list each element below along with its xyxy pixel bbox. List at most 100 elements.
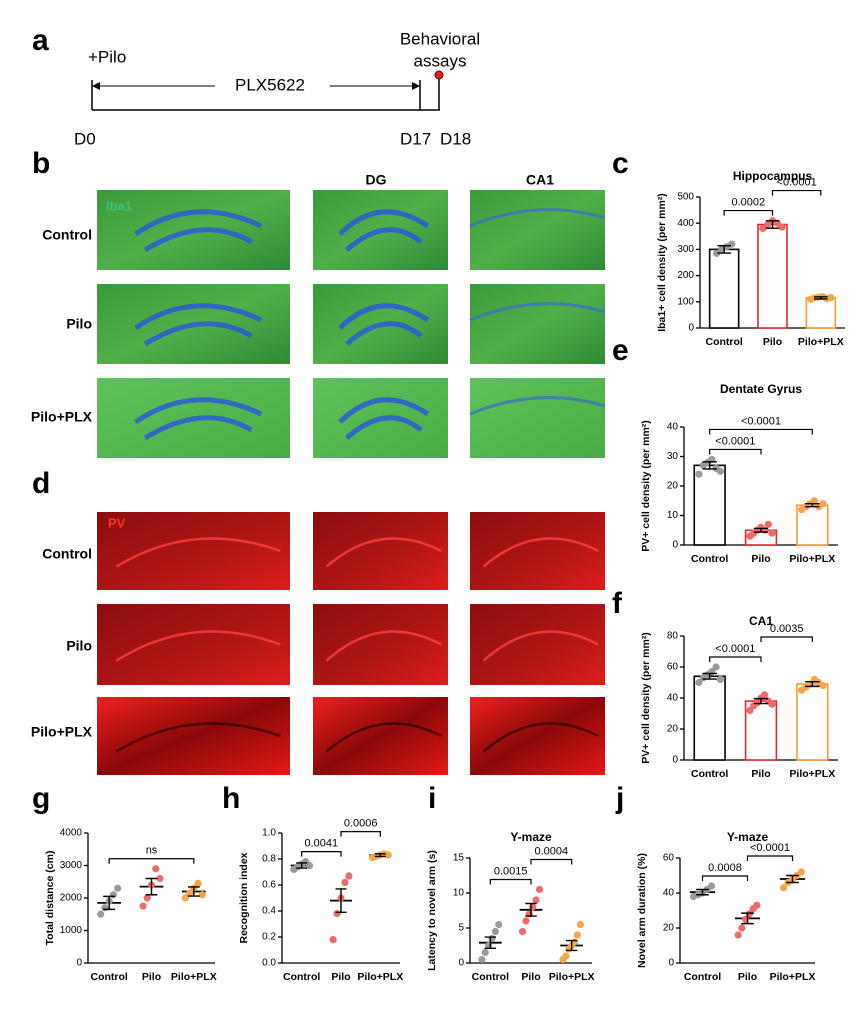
error-bar	[753, 697, 769, 705]
drug-label: PLX5622	[235, 75, 305, 94]
panel-label: c	[612, 147, 629, 180]
row-label: Control	[42, 546, 92, 562]
y-tick-label: 300	[677, 244, 694, 255]
panel-label: h	[222, 782, 240, 815]
micrograph	[470, 604, 605, 685]
assay-label: Behavioral	[400, 29, 480, 48]
data-point	[827, 294, 835, 302]
significance-bracket	[771, 189, 822, 196]
x-tick-label: Control	[91, 971, 128, 983]
data-point	[716, 467, 724, 475]
error-bar	[565, 939, 578, 952]
y-tick-label: 1.0	[262, 828, 276, 839]
error-bar	[814, 296, 828, 300]
error-bar	[765, 220, 780, 229]
panel-label: e	[612, 334, 629, 367]
arrow-head	[412, 82, 420, 90]
dentate-gyrus	[338, 397, 430, 424]
data-point	[535, 885, 544, 894]
y-tick-label: 40	[667, 422, 679, 433]
y-tick-label: 0.8	[262, 854, 276, 865]
x-tick-label: Pilo	[751, 553, 770, 565]
y-tick-label: 10	[453, 888, 465, 899]
x-tick-label: Pilo	[763, 336, 782, 348]
y-axis-label: PV+ cell density (per mm²)	[640, 420, 652, 552]
panel-label: d	[32, 467, 50, 500]
y-tick-label: 4000	[60, 828, 83, 839]
panel-label: a	[32, 24, 49, 57]
cell-layer	[115, 630, 281, 662]
data-point	[143, 894, 151, 902]
panel-label: i	[428, 782, 436, 815]
significance-label: <0.0001	[777, 176, 817, 188]
row-label: Pilo+PLX	[31, 409, 93, 425]
significance-label: 0.0008	[708, 862, 742, 874]
data-point	[712, 663, 720, 671]
data-point	[114, 884, 122, 892]
error-bar	[702, 672, 717, 680]
cell-layer	[325, 722, 442, 753]
x-tick-label: Control	[691, 553, 728, 565]
data-point	[573, 931, 582, 939]
assay-label: assays	[414, 51, 467, 70]
data-point	[198, 891, 206, 899]
error-bar	[805, 681, 820, 688]
error-bar	[103, 895, 116, 911]
significance-bracket	[301, 851, 342, 857]
micrographs	[97, 190, 606, 775]
chart-title: Y-maze	[727, 830, 769, 844]
y-tick-label: 60	[663, 853, 675, 864]
panel-label: g	[32, 782, 50, 815]
error-bar	[786, 874, 799, 884]
micrograph	[470, 284, 605, 364]
cell-layer	[482, 722, 599, 753]
x-tick-label: Control	[706, 336, 743, 348]
y-tick-label: 400	[677, 218, 694, 229]
significance-bracket	[489, 878, 532, 885]
significance-bracket	[723, 209, 774, 216]
data-point	[488, 934, 496, 943]
significance-bracket	[340, 831, 381, 837]
y-axis-label: Iba1+ cell density (per mm²)	[656, 193, 668, 332]
data-point	[518, 927, 527, 936]
chart-title: Y-maze	[510, 830, 552, 844]
y-tick-label: 100	[677, 296, 694, 307]
data-point	[728, 240, 736, 248]
error-bar	[145, 877, 158, 896]
significance-label: <0.0001	[715, 643, 755, 655]
x-tick-label: Pilo+PLX	[357, 971, 403, 983]
micrograph	[313, 697, 448, 775]
x-tick-label: Pilo	[142, 971, 161, 983]
dentate-gyrus	[143, 227, 253, 253]
cell-layer	[325, 630, 442, 662]
significance-bracket	[108, 858, 195, 864]
day-label: D17	[400, 129, 431, 148]
error-bar	[753, 527, 769, 533]
y-tick-label: 0.0	[262, 958, 276, 969]
significance-label: ns	[146, 845, 158, 857]
micrograph	[470, 378, 605, 458]
dentate-gyrus	[345, 227, 423, 252]
data-point	[384, 851, 392, 859]
y-tick-label: 60	[667, 662, 679, 673]
y-tick-label: 0	[76, 958, 82, 969]
significance-label: 0.0015	[494, 865, 528, 877]
ca1-layer	[469, 302, 606, 322]
error-bar	[741, 912, 754, 925]
data-point	[109, 891, 117, 899]
dentate-gyrus	[143, 415, 253, 441]
dentate-gyrus	[134, 209, 263, 237]
significance-bracket	[760, 636, 813, 642]
data-point	[529, 903, 537, 911]
column-header: CA1	[526, 172, 554, 188]
y-tick-label: 40	[667, 693, 679, 704]
y-tick-label: 0	[672, 540, 678, 551]
micrograph	[97, 512, 290, 590]
data-point	[495, 920, 503, 929]
data-point	[764, 520, 772, 528]
y-axis-label: Novel arm duration (%)	[636, 853, 648, 968]
significance-label: 0.0002	[732, 196, 766, 208]
data-point	[345, 872, 353, 880]
chart: CA1 PV+ cell density (per mm²) 0 20 40 60 80 Co…	[640, 614, 838, 780]
